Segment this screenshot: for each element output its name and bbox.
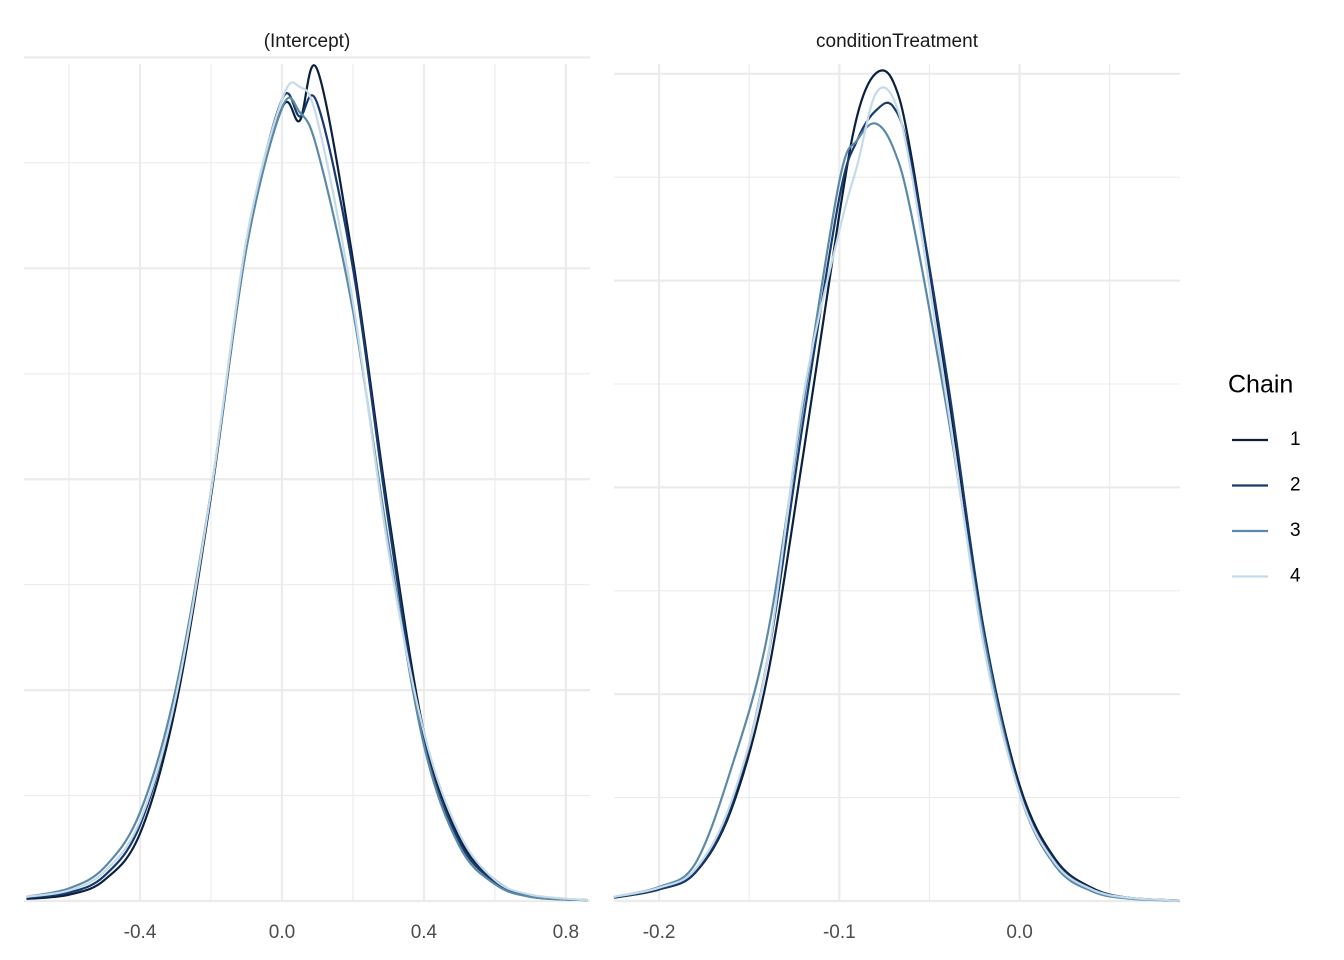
legend-label: 3 (1290, 520, 1301, 541)
density-line (26, 96, 588, 902)
legend-label: 4 (1290, 566, 1301, 587)
panel-title: (Intercept) (264, 31, 351, 52)
x-tick-label: 0.0 (1006, 922, 1032, 943)
legend-label: 1 (1290, 429, 1301, 450)
x-tick-label: -0.4 (124, 922, 157, 943)
x-tick-label: 0.8 (553, 922, 579, 943)
x-tick-label: 0.0 (269, 922, 295, 943)
density-line (26, 92, 588, 902)
density-line (613, 69, 1181, 902)
x-tick-label: 0.4 (411, 922, 438, 943)
x-tick-label: -0.1 (823, 922, 856, 943)
density-line (26, 64, 588, 902)
density-line (26, 81, 588, 902)
x-tick-label: -0.2 (643, 922, 676, 943)
legend-title: Chain (1228, 371, 1293, 399)
panel-title: conditionTreatment (816, 31, 979, 52)
density-line (613, 86, 1181, 902)
legend-label: 2 (1290, 475, 1301, 496)
density-line (613, 101, 1181, 902)
density-line (613, 122, 1181, 902)
